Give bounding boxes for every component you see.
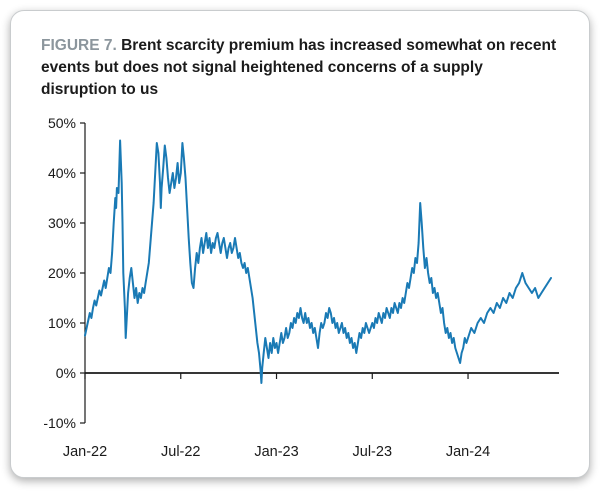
line-chart: 50% 40% 30% 20% 10% 0% -10% Jan-22 Jul-22 Jan-23 J…: [43, 115, 559, 460]
y-axis-tick-label: 20%: [48, 265, 76, 281]
x-axis-tick-label: Jan-22: [63, 444, 107, 460]
x-axis-tick-label: Jan-23: [254, 444, 298, 460]
y-axis-tick-label: 0%: [56, 365, 76, 381]
series-brent-scarcity-premium: [84, 139, 552, 384]
y-axis-tick-label: 40%: [48, 165, 76, 181]
figure-card: FIGURE 7. Brent scarcity premium has inc…: [10, 10, 590, 478]
y-axis-tick-label: 10%: [48, 315, 76, 331]
figure-title-text: Brent scarcity premium has increased som…: [41, 37, 557, 98]
chart-area: 50% 40% 30% 20% 10% 0% -10% Jan-22 Jul-22 Jan-23 J…: [33, 113, 567, 466]
figure-title: FIGURE 7. Brent scarcity premium has inc…: [41, 35, 559, 101]
page: { "figure": { "label": "FIGURE 7.", "tit…: [0, 10, 600, 499]
x-axis-tick-label: Jan-24: [446, 444, 490, 460]
y-axis-tick-label: 30%: [48, 215, 76, 231]
y-axis-tick-label: 50%: [48, 115, 76, 131]
figure-label: FIGURE 7.: [41, 37, 117, 54]
x-axis-tick-label: Jul-22: [161, 444, 201, 460]
y-axis-tick-label: -10%: [43, 415, 76, 431]
x-axis-tick-label: Jul-23: [353, 444, 393, 460]
